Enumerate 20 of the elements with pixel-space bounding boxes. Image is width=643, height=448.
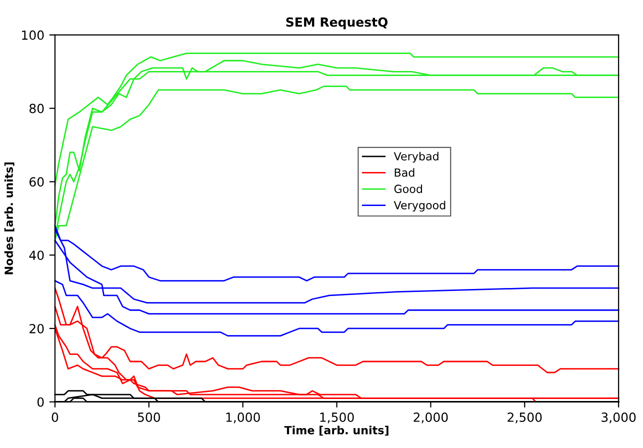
x-tick-label: 2,500 <box>508 412 542 424</box>
y-tick-label: 0 <box>37 397 44 407</box>
x-tick-label: 2,000 <box>414 412 448 424</box>
y-tick-label: 60 <box>30 177 44 187</box>
legend-label: Verygood <box>394 200 446 212</box>
y-tick-label: 100 <box>22 30 44 40</box>
legend-label: Verybad <box>394 152 438 163</box>
x-tick-label: 3,000 <box>602 412 636 424</box>
x-tick-label: 1,000 <box>226 412 260 424</box>
legend-label: Good <box>394 184 422 194</box>
x-tick-label: 500 <box>138 412 160 422</box>
legend-label: Bad <box>394 168 414 177</box>
x-tick-label: 0 <box>52 412 58 422</box>
y-tick-label: 40 <box>29 250 44 260</box>
x-tick-label: 1,500 <box>320 412 354 424</box>
y-tick-label: 80 <box>30 104 44 114</box>
x-axis-title: Time [arb. units] <box>284 426 388 436</box>
chart-title: SEM RequestQ <box>286 17 388 30</box>
y-tick-label: 20 <box>30 324 44 334</box>
y-axis-title: Nodes [arb. units] <box>4 162 14 274</box>
